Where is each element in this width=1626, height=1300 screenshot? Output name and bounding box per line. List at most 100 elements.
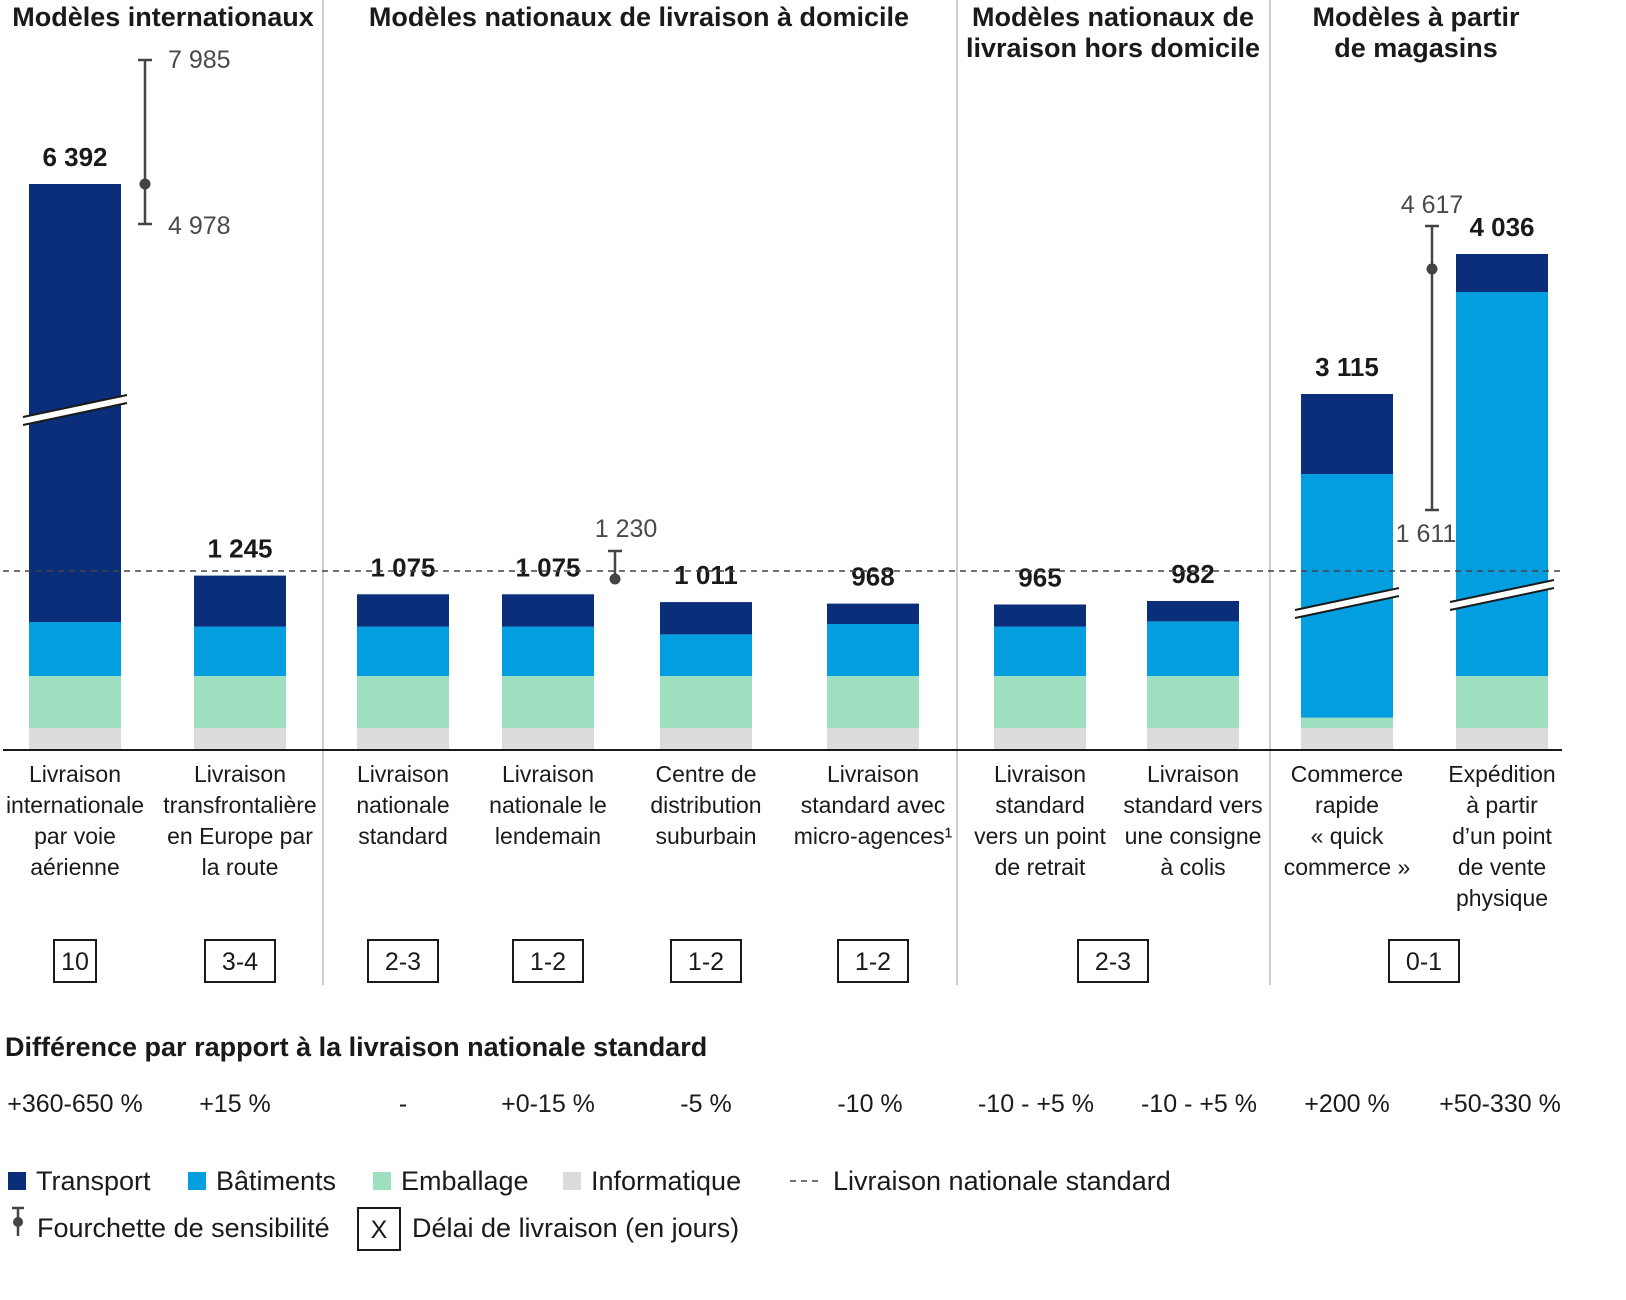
bar-segment-emballage xyxy=(994,676,1086,728)
bar-segment-bâtiments xyxy=(357,626,449,676)
bar-segment-informatique xyxy=(357,728,449,750)
bar-segment-emballage xyxy=(502,676,594,728)
legend-swatch-emballage xyxy=(373,1172,391,1190)
bar-total-label: 1 075 xyxy=(515,552,580,582)
category-label: la route xyxy=(202,854,279,880)
bar-segment-informatique xyxy=(827,728,919,750)
legend-label: Transport xyxy=(36,1166,151,1196)
delivery-days-box xyxy=(512,939,584,983)
category-label: par voie xyxy=(34,823,116,849)
delivery-days-box xyxy=(204,939,276,983)
range-low-label: 1 611 xyxy=(1396,520,1457,548)
delivery-days-value: 10 xyxy=(61,948,89,976)
category-label: Livraison xyxy=(357,761,449,787)
category-label: rapide xyxy=(1315,792,1379,818)
category-label: d’un point xyxy=(1452,823,1552,849)
bar-segment-emballage xyxy=(1301,717,1393,728)
bar-segment-emballage xyxy=(660,676,752,728)
category-label: commerce » xyxy=(1284,854,1411,880)
category-label: nationale xyxy=(356,792,449,818)
bar-segment-emballage xyxy=(194,676,286,728)
bar-segment-bâtiments xyxy=(29,622,121,676)
category-label: aérienne xyxy=(30,854,120,880)
category-label: à colis xyxy=(1160,854,1225,880)
bar-segment-bâtiments xyxy=(1147,621,1239,676)
range-ship-from-store-dot xyxy=(1426,263,1438,275)
range-next-day-dot xyxy=(609,573,621,585)
bar-segment-bâtiments xyxy=(660,634,752,676)
category-label: une consigne xyxy=(1125,823,1262,849)
bar-total-label: 968 xyxy=(851,562,894,592)
delivery-days-value: 3-4 xyxy=(222,948,258,976)
bar-total-label: 1 075 xyxy=(370,552,435,582)
bar-segment-transport xyxy=(994,604,1086,627)
delivery-days-value: 0-1 xyxy=(1406,948,1442,976)
legend-label: Livraison nationale standard xyxy=(833,1166,1171,1196)
category-label: Expédition xyxy=(1448,761,1555,787)
range-high-label: 1 230 xyxy=(595,515,658,543)
legend-label: Fourchette de sensibilité xyxy=(37,1213,330,1243)
delivery-days-value: 2-3 xyxy=(385,948,421,976)
legend-label: Délai de livraison (en jours) xyxy=(412,1213,739,1243)
category-label: à partir xyxy=(1466,792,1538,818)
category-label: Livraison xyxy=(1147,761,1239,787)
category-label: standard xyxy=(995,792,1085,818)
legend-label: Informatique xyxy=(591,1166,741,1196)
delivery-days-value: 1-2 xyxy=(688,948,724,976)
range-high-label: 4 617 xyxy=(1401,191,1464,219)
bar-segment-informatique xyxy=(194,728,286,750)
bar-segment-informatique xyxy=(1301,728,1393,750)
bar-total-label: 965 xyxy=(1018,563,1061,593)
diff-value: -10 - +5 % xyxy=(1141,1090,1257,1118)
bar-segment-emballage xyxy=(1456,676,1548,728)
category-label: de vente xyxy=(1458,854,1546,880)
bar-segment-informatique xyxy=(1456,728,1548,750)
category-label: « quick xyxy=(1311,823,1384,849)
category-label: de retrait xyxy=(995,854,1086,880)
category-label: micro-agences¹ xyxy=(794,823,953,849)
axis-break-line xyxy=(1294,587,1400,611)
delivery-days-value: 1-2 xyxy=(530,948,566,976)
diff-value: +200 % xyxy=(1304,1090,1390,1118)
bar-segment-transport xyxy=(827,603,919,624)
delivery-days-box xyxy=(53,939,97,983)
legend-range-icon-dot xyxy=(13,1217,23,1227)
axis-break-line xyxy=(22,402,128,426)
delivery-days-value: 2-3 xyxy=(1095,948,1131,976)
bar-total-label: 3 115 xyxy=(1315,352,1379,382)
diff-value: +0-15 % xyxy=(501,1090,595,1118)
bar-segment-transport xyxy=(660,602,752,635)
range-international-dot xyxy=(139,178,151,190)
bar-segment-transport xyxy=(502,594,594,627)
bar-total-label: 4 036 xyxy=(1469,212,1534,242)
axis-break-line xyxy=(22,394,128,418)
bar-segment-bâtiments xyxy=(827,624,919,676)
category-label: standard avec xyxy=(801,792,945,818)
bar-total-label: 982 xyxy=(1171,559,1214,589)
bar-segment-emballage xyxy=(1147,676,1239,728)
delivery-days-box xyxy=(837,939,909,983)
bar-segment-bâtiments xyxy=(502,626,594,676)
diff-value: - xyxy=(399,1090,407,1118)
category-label: Livraison xyxy=(29,761,121,787)
diff-title: Différence par rapport à la livraison na… xyxy=(5,1032,707,1062)
legend-swatch-transport xyxy=(8,1172,26,1190)
diff-value: -10 - +5 % xyxy=(978,1090,1094,1118)
category-label: Livraison xyxy=(502,761,594,787)
diff-value: +15 % xyxy=(199,1090,271,1118)
axis-break-line xyxy=(1449,587,1555,611)
bar-segment-informatique xyxy=(660,728,752,750)
bar-segment-informatique xyxy=(1147,728,1239,750)
bar-segment-bâtiments xyxy=(994,626,1086,676)
category-label: Centre de xyxy=(655,761,756,787)
range-high-label: 7 985 xyxy=(168,46,231,74)
category-label: Livraison xyxy=(194,761,286,787)
category-label: distribution xyxy=(650,792,761,818)
group-title: Modèles à partir xyxy=(1312,2,1520,32)
delivery-days-box xyxy=(367,939,439,983)
category-label: physique xyxy=(1456,885,1548,911)
legend-label: Emballage xyxy=(401,1166,529,1196)
bar-total-label: 6 392 xyxy=(42,142,107,172)
bar-segment-emballage xyxy=(827,676,919,728)
